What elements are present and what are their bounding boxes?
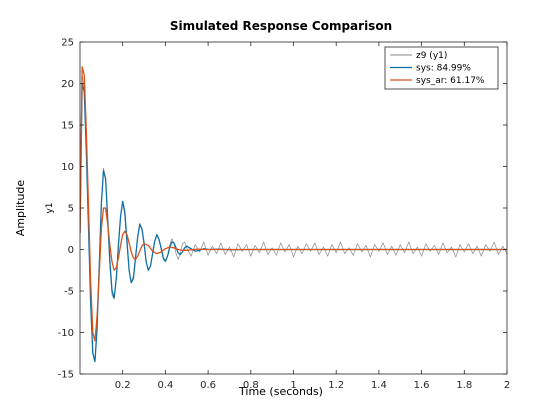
legend: z9 (y1) sys: 84.99% sys_ar: 61.17% (384, 46, 499, 90)
x-tick-label: 0.6 (200, 380, 216, 391)
x-axis-label: Time (seconds) (238, 385, 323, 398)
series-layer (80, 66, 507, 363)
x-axis: 0.2 0.4 0.6 0.8 1 1.2 1.4 1.6 1.8 2 (115, 42, 510, 391)
x-tick-label: 1 (290, 380, 296, 391)
y-tick-label: 5 (68, 204, 74, 215)
y-tick-label: 10 (61, 162, 74, 173)
series-line-sys (80, 82, 507, 363)
y-tick-label: 25 (61, 38, 74, 49)
y-tick-label: -10 (58, 328, 74, 339)
channel-label: y1 (45, 202, 55, 213)
legend-label: z9 (y1) (416, 51, 447, 61)
y-axis-label: Amplitude (14, 180, 27, 237)
x-tick-label: 1.6 (414, 380, 430, 391)
x-tick-label: 2 (504, 380, 510, 391)
y-tick-label: -5 (64, 287, 74, 298)
y-tick-label: 0 (68, 245, 74, 256)
legend-label: sys_ar: 61.17% (416, 76, 485, 86)
x-tick-label: 0.2 (115, 380, 131, 391)
x-tick-label: 0.4 (157, 380, 173, 391)
y-tick-label: 20 (61, 79, 74, 90)
y-tick-label: 15 (61, 121, 74, 132)
legend-label: sys: 84.99% (416, 64, 471, 74)
x-tick-label: 1.4 (371, 380, 387, 391)
x-tick-label: 1.8 (456, 380, 472, 391)
y-tick-label: -15 (58, 370, 74, 381)
x-tick-label: 1.2 (328, 380, 344, 391)
y-axis: -15 -10 -5 0 5 10 15 20 25 (58, 38, 507, 381)
series-line-sys-ar (80, 66, 507, 342)
chart-title: Simulated Response Comparison (170, 19, 392, 33)
x-tick-label: 0.8 (243, 380, 259, 391)
plot-area (80, 42, 507, 374)
